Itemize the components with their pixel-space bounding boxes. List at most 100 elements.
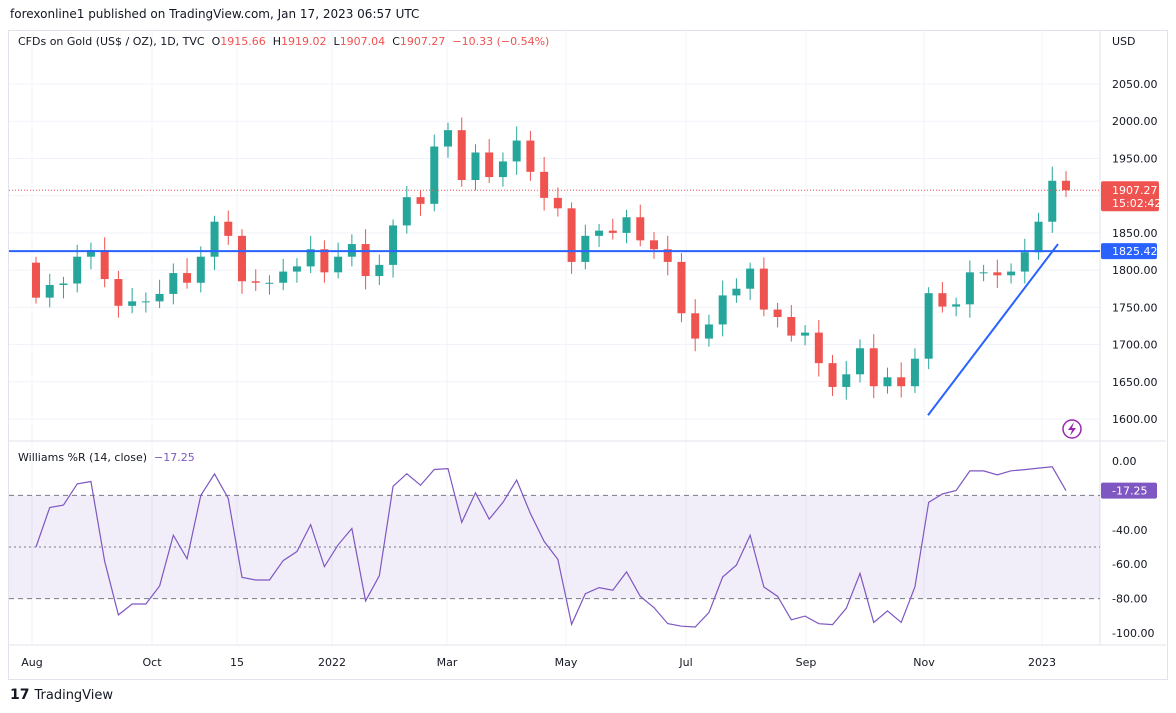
- close-value: 1907.27: [399, 35, 446, 48]
- candle-body: [704, 324, 713, 339]
- candle-body: [512, 140, 521, 162]
- candle-body: [169, 273, 178, 294]
- candle-body: [141, 301, 150, 303]
- low-value: 1907.04: [339, 35, 386, 48]
- price-tick: 1950.00: [1112, 152, 1158, 165]
- candle-body: [787, 316, 796, 336]
- time-tick: May: [555, 656, 578, 669]
- candle-body: [471, 152, 480, 181]
- indicator-value-badge: [1101, 482, 1157, 499]
- high-value: 1919.02: [281, 35, 327, 48]
- candle-body: [924, 293, 933, 359]
- candle-body: [444, 130, 452, 147]
- candle-body: [86, 250, 95, 257]
- price-tick: 1800.00: [1112, 264, 1158, 277]
- candle-body: [581, 235, 590, 262]
- candle-body: [32, 262, 40, 298]
- change-value: −10.33 (−0.54%): [452, 35, 550, 48]
- indicator-tick: -40.00: [1112, 524, 1147, 537]
- candle-body: [59, 283, 68, 285]
- candle-body: [73, 256, 82, 284]
- candle-body: [663, 249, 672, 262]
- trend-line: [927, 243, 1059, 416]
- candle-body: [114, 279, 123, 306]
- last-price-badge: [1101, 181, 1159, 212]
- candle-body: [938, 293, 947, 307]
- indicator-tick: 0.00: [1112, 455, 1137, 468]
- candle-body: [636, 217, 645, 241]
- time-tick: Oct: [142, 656, 162, 669]
- candle-body: [128, 301, 137, 306]
- price-tick: 2000.00: [1112, 115, 1158, 128]
- lightning-icon: [1062, 419, 1082, 439]
- candle-body: [869, 348, 878, 387]
- candle-body: [292, 266, 301, 272]
- time-tick: 15: [230, 656, 244, 669]
- price-tick: 1750.00: [1112, 301, 1158, 314]
- candle-body: [45, 284, 54, 298]
- candle-body: [801, 332, 810, 336]
- candle-body: [238, 235, 246, 282]
- williams-r-line: [35, 466, 1067, 628]
- symbol-legend: CFDs on Gold (US$ / OZ), 1D, TVC O1915.6…: [18, 35, 549, 48]
- price-tick: 1850.00: [1112, 227, 1158, 240]
- candle-body: [883, 377, 892, 387]
- candle-body: [430, 146, 439, 204]
- candle-body: [691, 313, 700, 339]
- brand-name: TradingView: [34, 687, 114, 703]
- time-tick: Sep: [796, 656, 817, 669]
- candle-body: [773, 309, 782, 317]
- candle-body: [389, 225, 398, 265]
- candle-body: [361, 244, 370, 277]
- chart-frame[interactable]: [8, 30, 1168, 680]
- candle-body: [306, 249, 315, 267]
- indicator-tick: -80.00: [1112, 593, 1147, 606]
- candle-body: [595, 230, 604, 236]
- tradingview-logo: 17 TradingView: [10, 687, 113, 703]
- candle-body: [402, 197, 411, 226]
- candle-body: [910, 358, 919, 387]
- candle-body: [1048, 180, 1057, 222]
- candle-body: [856, 348, 864, 375]
- price-tick: 1600.00: [1112, 413, 1158, 426]
- candle-body: [1020, 252, 1029, 272]
- candle-body: [540, 171, 549, 198]
- price-tick: 2050.00: [1112, 78, 1158, 91]
- candle-body: [485, 152, 494, 178]
- candle-body: [1062, 180, 1070, 191]
- candle-body: [567, 208, 576, 262]
- candle-body: [498, 161, 507, 178]
- open-value: 1915.66: [220, 35, 266, 48]
- candle-body: [553, 197, 562, 209]
- candle-body: [993, 272, 1002, 276]
- candle-body: [224, 221, 233, 236]
- candle-body: [746, 268, 755, 289]
- candle-body: [828, 363, 837, 387]
- indicator-legend: Williams %R (14, close) −17.25: [18, 451, 195, 464]
- indicator-badge-value: -17.25: [1112, 485, 1147, 498]
- tv-logo-icon: 17: [10, 687, 30, 703]
- candle-body: [979, 272, 988, 274]
- time-tick: Nov: [913, 656, 935, 669]
- candle-body: [457, 130, 466, 181]
- candle-body: [320, 249, 329, 273]
- time-tick: Jul: [678, 656, 692, 669]
- candle-body: [1007, 271, 1016, 276]
- currency-label: USD: [1112, 35, 1136, 48]
- symbol-name: CFDs on Gold (US$ / OZ), 1D, TVC: [18, 35, 205, 48]
- candle-body: [334, 256, 343, 273]
- indicator-tick: -60.00: [1112, 558, 1147, 571]
- candle-body: [732, 288, 741, 296]
- candle-body: [759, 268, 768, 310]
- time-tick: 2022: [318, 656, 346, 669]
- open-label: O: [211, 35, 221, 48]
- candle-body: [196, 256, 205, 283]
- price-tick: 1700.00: [1112, 339, 1158, 352]
- time-tick: Mar: [437, 656, 458, 669]
- candle-body: [608, 230, 617, 233]
- indicator-name: Williams %R (14, close): [18, 451, 148, 464]
- candle-body: [965, 272, 974, 305]
- close-label: C: [392, 35, 400, 48]
- last-price-value: 1907.27: [1112, 184, 1158, 197]
